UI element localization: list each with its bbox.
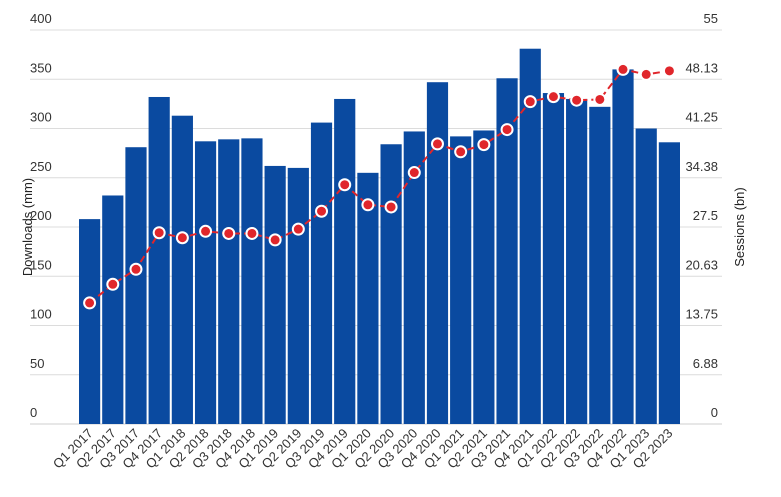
bar bbox=[635, 128, 657, 424]
bar bbox=[566, 98, 588, 424]
line-point bbox=[268, 233, 282, 247]
right-tick-label: 48.13 bbox=[685, 60, 718, 75]
line-point bbox=[291, 222, 305, 236]
line-point bbox=[570, 93, 584, 107]
bar bbox=[148, 96, 170, 424]
right-axis-title: Sessions (bn) bbox=[732, 187, 747, 266]
right-tick-label: 34.38 bbox=[685, 159, 718, 174]
bar bbox=[264, 165, 286, 424]
bar-series-downloads bbox=[79, 48, 680, 425]
line-point bbox=[175, 231, 189, 245]
left-tick-label: 100 bbox=[30, 307, 52, 322]
bar bbox=[658, 142, 680, 425]
bar bbox=[79, 219, 101, 424]
line-point bbox=[106, 277, 120, 291]
line-point bbox=[83, 296, 97, 310]
left-tick-label: 150 bbox=[30, 257, 52, 272]
right-tick-label: 6.88 bbox=[693, 356, 718, 371]
line-point bbox=[222, 226, 236, 240]
line-point bbox=[662, 64, 676, 78]
bar bbox=[380, 144, 402, 424]
bar bbox=[426, 82, 449, 424]
bar bbox=[310, 122, 333, 424]
left-tick-label: 350 bbox=[30, 60, 52, 75]
bar bbox=[357, 172, 379, 424]
bar bbox=[519, 48, 541, 425]
left-axis-ticks: 0 50 100 150 200 250 300 350 400 bbox=[30, 11, 52, 420]
bar bbox=[171, 115, 193, 424]
right-tick-label: 27.5 bbox=[693, 208, 718, 223]
line-point bbox=[546, 90, 560, 104]
bar bbox=[612, 69, 634, 425]
line-point bbox=[129, 262, 143, 276]
line-point bbox=[500, 123, 514, 137]
line-point bbox=[616, 62, 630, 76]
line-point bbox=[593, 92, 607, 106]
bar bbox=[473, 130, 495, 424]
left-axis-title: Downloads (mm) bbox=[20, 178, 35, 276]
left-tick-label: 50 bbox=[30, 356, 44, 371]
line-point bbox=[361, 198, 375, 212]
line-point bbox=[338, 178, 352, 192]
bar bbox=[241, 138, 263, 424]
line-point bbox=[199, 224, 213, 238]
line-point bbox=[523, 95, 537, 109]
bar bbox=[542, 93, 565, 424]
line-point bbox=[407, 166, 421, 180]
line-point bbox=[477, 138, 491, 152]
line-point bbox=[639, 67, 653, 81]
right-tick-label: 41.25 bbox=[685, 110, 718, 125]
left-tick-label: 200 bbox=[30, 208, 52, 223]
line-point bbox=[454, 145, 468, 159]
left-tick-label: 300 bbox=[30, 110, 52, 125]
line-point bbox=[245, 226, 259, 240]
line-point bbox=[430, 137, 444, 151]
bar bbox=[194, 141, 217, 424]
bar bbox=[403, 131, 425, 424]
bar bbox=[125, 147, 147, 424]
left-tick-label: 250 bbox=[30, 159, 52, 174]
bar bbox=[496, 78, 518, 424]
right-tick-label: 13.75 bbox=[685, 307, 718, 322]
bar bbox=[334, 98, 356, 424]
right-axis-ticks: 0 6.88 13.75 20.63 27.5 34.38 41.25 48.13 55 bbox=[685, 11, 718, 420]
right-tick-label: 20.63 bbox=[685, 257, 718, 272]
left-tick-label: 400 bbox=[30, 11, 52, 26]
bar bbox=[287, 167, 309, 424]
right-tick-label: 55 bbox=[704, 11, 718, 26]
line-point bbox=[384, 200, 398, 214]
bar bbox=[102, 195, 124, 424]
left-tick-label: 0 bbox=[30, 405, 37, 420]
bar bbox=[218, 139, 240, 424]
right-tick-label: 0 bbox=[711, 405, 718, 420]
line-point bbox=[152, 226, 166, 240]
line-point bbox=[315, 204, 329, 218]
bar bbox=[589, 106, 611, 424]
bar bbox=[450, 136, 472, 424]
line-series-sessions bbox=[83, 62, 676, 310]
